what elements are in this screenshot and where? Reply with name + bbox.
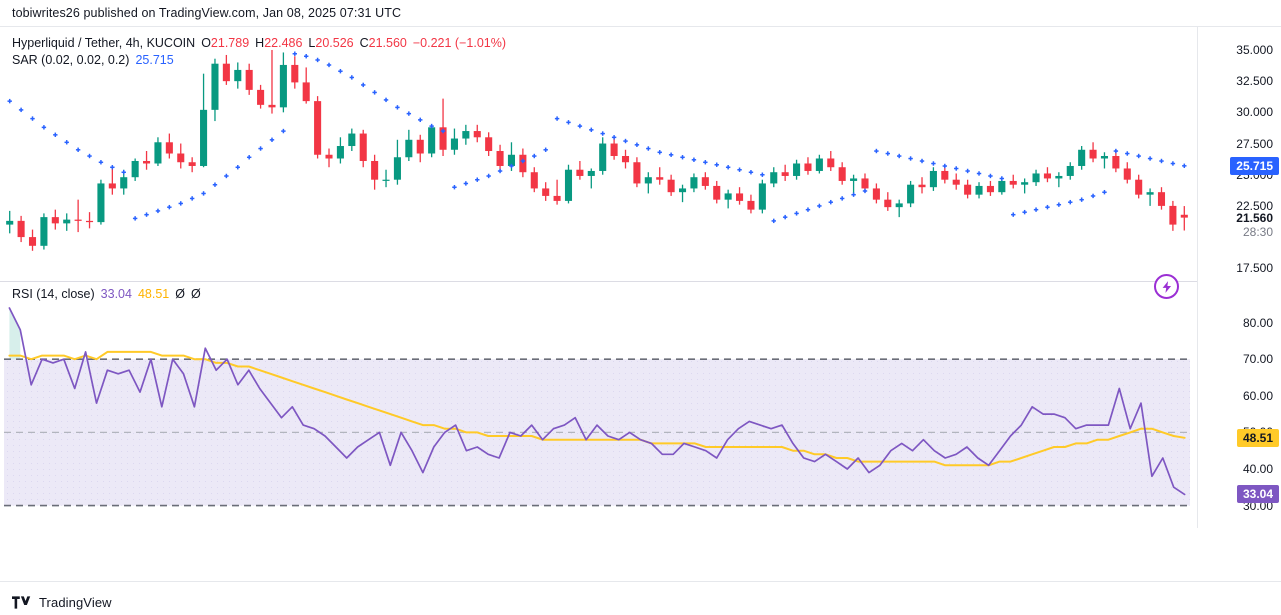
sar-price-pill[interactable]: 25.715 xyxy=(1230,156,1279,175)
attribution-text: tobiwrites26 published on TradingView.co… xyxy=(12,6,402,20)
rsi-axis-label-80-00: 80.00 xyxy=(1242,315,1273,330)
rsi-axis-label-40-00: 40.00 xyxy=(1242,461,1273,476)
price-axis-label-30-000: 30.000 xyxy=(1236,105,1273,120)
price-pane[interactable] xyxy=(0,27,1197,281)
axis-divider xyxy=(1197,27,1198,528)
price-axis-label-35-000: 35.000 xyxy=(1236,42,1273,57)
rsi-axis-label-70-00: 70.00 xyxy=(1242,352,1273,367)
footer-brand-text: TradingView xyxy=(39,595,112,610)
footer-branding: TradingView xyxy=(0,590,1281,615)
rsi-axis-label-60-00: 60.00 xyxy=(1242,388,1273,403)
lightning-bolt-icon xyxy=(1154,274,1179,299)
rsi-ma-pill[interactable]: 48.51 xyxy=(1236,428,1279,447)
price-axis-label-32-500: 32.500 xyxy=(1236,74,1273,89)
price-axis-label-22-500: 22.500 xyxy=(1236,198,1273,213)
rsi-pane[interactable]: RSI (14, close) 33.04 48.51 Ø Ø xyxy=(0,282,1197,528)
chart-frame: Hyperliquid / Tether, 4h, KUCOIN O21.789 H… xyxy=(0,26,1281,582)
price-axis-label-27-500: 27.500 xyxy=(1236,136,1273,151)
price-axis-label-17-500: 17.500 xyxy=(1236,261,1273,276)
bar-countdown-label: 28:30 xyxy=(1242,224,1273,239)
tradingview-logo-icon xyxy=(12,596,32,609)
pane-divider xyxy=(0,281,1197,282)
last-price-label: 21.560 xyxy=(1236,210,1273,225)
rsi-value-pill[interactable]: 33.04 xyxy=(1236,485,1279,504)
price-plot xyxy=(6,49,1188,251)
rsi-plot xyxy=(4,307,1190,507)
attribution-bar: tobiwrites26 published on TradingView.co… xyxy=(0,0,1281,26)
